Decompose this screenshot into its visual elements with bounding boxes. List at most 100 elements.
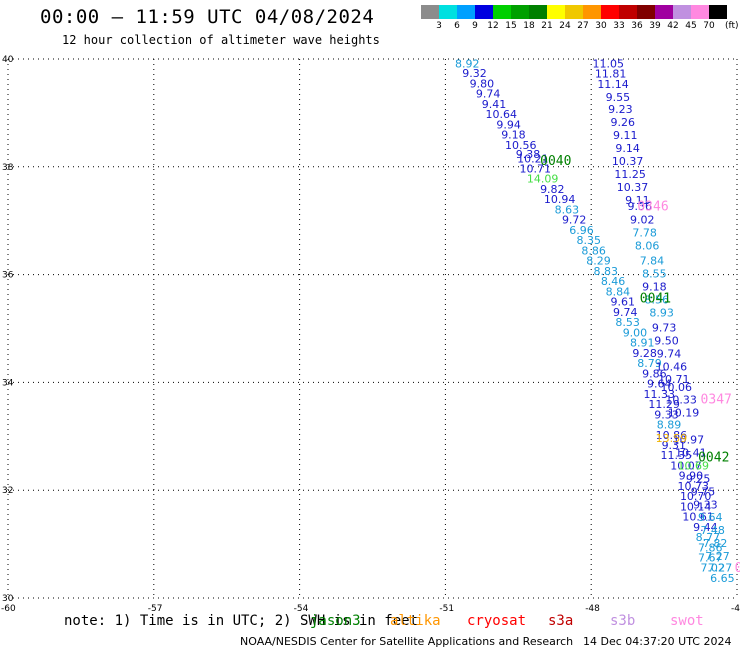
wave-height-label: 10.86	[656, 429, 688, 442]
wave-height-label: 9.74	[613, 306, 638, 319]
wave-height-label: 7.86	[698, 541, 723, 554]
scale-label: 15	[505, 21, 517, 31]
y-tick-label: 34	[2, 378, 14, 388]
wave-height-label: 11.81	[595, 68, 627, 81]
wave-height-label: 14.09	[527, 173, 559, 186]
wave-height-label: 7.82	[703, 537, 728, 550]
wave-height-label: 8.35	[577, 234, 602, 247]
y-tick-label: 40	[2, 55, 14, 65]
scale-label: 33	[613, 21, 625, 31]
wave-height-label: 13.59	[656, 432, 688, 445]
wave-height-label: 9.73	[652, 322, 677, 335]
wave-height-label: 10.71	[658, 373, 690, 386]
satellite-name-s3a: s3a	[548, 613, 574, 629]
scale-swatch	[421, 5, 439, 19]
wave-height-label: 10.21	[517, 152, 549, 165]
scale-label: 24	[559, 21, 571, 31]
satellite-name-jason3: jason3	[310, 613, 361, 629]
wave-height-label: 7.27	[708, 561, 733, 574]
wave-height-label: 9.86	[642, 367, 667, 380]
wave-height-label: 9.38	[516, 148, 541, 161]
wave-height-label: 11.05	[592, 57, 624, 70]
scale-unit: (ft)	[725, 21, 739, 31]
wave-height-label: 9.18	[501, 129, 526, 142]
wave-height-label: 8.83	[594, 265, 619, 278]
scale-label: 39	[649, 21, 661, 31]
satellite-name-swot: swot	[670, 613, 704, 629]
x-tick-label: -48	[585, 604, 600, 614]
x-tick-label: -54	[294, 604, 309, 614]
pass-time-label: 0348	[735, 561, 740, 576]
scale-label: 18	[523, 21, 535, 31]
wave-height-label: 10.07	[670, 459, 702, 472]
wave-height-label: 10.69	[678, 459, 710, 472]
scale-swatch	[691, 5, 709, 19]
x-tick-label: -57	[148, 604, 163, 614]
pass-time-label: 0041	[640, 291, 671, 306]
scale-label: 42	[667, 21, 679, 31]
footnote: note: 1) Time is in UTC; 2) SWH is in fe…	[64, 613, 419, 629]
chart-title: 00:00 – 11:59 UTC 04/08/2024	[40, 6, 375, 28]
wave-height-label: 9.50	[654, 334, 679, 347]
wave-height-label: 9.11	[613, 129, 638, 142]
wave-height-label: 7.27	[705, 550, 730, 563]
scale-swatch	[601, 5, 619, 19]
satellite-name-s3b: s3b	[610, 613, 636, 629]
wave-height-label: 10.71	[520, 162, 552, 175]
wave-height-label: 7.78	[632, 227, 657, 240]
wave-height-label: 7.84	[640, 255, 665, 268]
wave-height-label: 8.29	[586, 255, 611, 268]
wave-height-label: 9.74	[657, 347, 682, 360]
wave-height-label: 9.00	[623, 326, 648, 339]
x-tick-label: -51	[439, 604, 454, 614]
scale-swatch	[673, 5, 691, 19]
scale-label: 27	[577, 21, 589, 31]
pass-time-label: 0040	[540, 154, 571, 169]
wave-height-label: 9.31	[662, 439, 687, 452]
wave-height-label: 10.37	[612, 155, 644, 168]
wave-height-label: 10.14	[680, 500, 712, 513]
wave-height-label: 9.41	[482, 98, 507, 111]
scale-swatch	[619, 5, 637, 19]
wave-height-label: 10.19	[668, 407, 700, 420]
scale-label: 30	[595, 21, 607, 31]
wave-height-label: 10.97	[673, 434, 705, 447]
wave-height-label: 9.33	[693, 498, 718, 511]
wave-height-label: 9.82	[540, 183, 565, 196]
wave-height-label: 8.53	[615, 316, 640, 329]
wave-height-label: 9.23	[608, 103, 633, 116]
scale-label: 6	[454, 21, 460, 31]
wave-height-label: 10.73	[678, 480, 710, 493]
wave-height-label: 9.61	[611, 296, 636, 309]
wave-height-label: 8.89	[657, 419, 682, 432]
wave-height-label: 8.79	[637, 357, 662, 370]
wave-height-label: 8.46	[601, 275, 626, 288]
credit-line: NOAA/NESDIS Center for Satellite Applica…	[240, 635, 574, 648]
wave-height-label: 9.02	[630, 214, 655, 227]
wave-height-label: 9.90	[679, 470, 704, 483]
wave-height-label: 9.55	[606, 91, 631, 104]
wave-height-label: 8.84	[606, 285, 631, 298]
wave-height-label: 10.64	[486, 108, 518, 121]
scale-swatch	[439, 5, 457, 19]
scale-swatch	[547, 5, 565, 19]
wave-height-label: 8.77	[696, 531, 721, 544]
wave-height-label: 10.46	[656, 360, 688, 373]
scale-swatch	[475, 5, 493, 19]
wave-height-label: 9.18	[642, 281, 667, 294]
wave-height-label: 6.96	[569, 224, 594, 237]
wave-height-label: 8.93	[649, 306, 674, 319]
scale-label: 21	[541, 21, 553, 31]
wave-height-label: 9.26	[611, 116, 636, 129]
wave-height-label: 6.65	[710, 572, 735, 585]
chart-subtitle: 12 hour collection of altimeter wave hei…	[62, 33, 380, 47]
scale-swatch	[709, 5, 727, 19]
wave-height-label: 9.28	[632, 347, 657, 360]
x-tick-label: -60	[1, 604, 16, 614]
wave-height-label: 10.06	[661, 381, 693, 394]
wave-height-label: 7.02	[700, 561, 725, 574]
wave-height-label: 10.94	[544, 193, 576, 206]
wave-height-label: 9.80	[470, 77, 495, 90]
wave-height-label: 9.32	[462, 67, 487, 80]
